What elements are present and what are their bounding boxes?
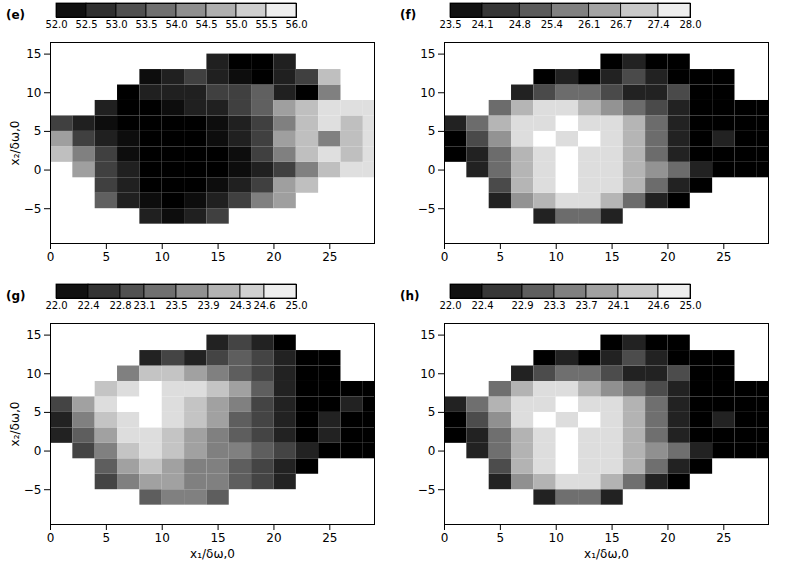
svg-text:52.0: 52.0 bbox=[45, 19, 67, 30]
svg-text:−5: −5 bbox=[24, 483, 42, 497]
svg-text:23.5: 23.5 bbox=[439, 19, 461, 30]
svg-text:26.1: 26.1 bbox=[578, 19, 600, 30]
svg-text:10: 10 bbox=[26, 367, 41, 381]
svg-text:0: 0 bbox=[47, 531, 55, 545]
svg-text:25.0: 25.0 bbox=[285, 300, 307, 311]
svg-text:−5: −5 bbox=[24, 202, 42, 216]
svg-text:23.3: 23.3 bbox=[543, 300, 565, 311]
svg-text:52.5: 52.5 bbox=[75, 19, 97, 30]
svg-text:x₁/δω,0: x₁/δω,0 bbox=[190, 547, 235, 561]
svg-text:x₂/δω,0: x₂/δω,0 bbox=[8, 121, 22, 166]
svg-text:0: 0 bbox=[428, 444, 436, 458]
svg-text:5: 5 bbox=[428, 405, 436, 419]
svg-text:0: 0 bbox=[441, 531, 449, 545]
svg-text:25: 25 bbox=[716, 531, 731, 545]
svg-text:0: 0 bbox=[47, 250, 55, 264]
svg-text:x₂/δω,0: x₂/δω,0 bbox=[8, 402, 22, 447]
svg-text:23.1: 23.1 bbox=[133, 300, 155, 311]
svg-text:5: 5 bbox=[34, 124, 42, 138]
html-text:(f): (f) bbox=[400, 8, 417, 22]
svg-text:23.9: 23.9 bbox=[197, 300, 219, 311]
svg-text:10: 10 bbox=[155, 531, 170, 545]
svg-text:10: 10 bbox=[549, 531, 564, 545]
svg-text:20: 20 bbox=[660, 531, 675, 545]
html-text:(g): (g) bbox=[6, 289, 26, 303]
svg-text:5: 5 bbox=[497, 531, 505, 545]
svg-text:10: 10 bbox=[549, 250, 564, 264]
svg-text:15: 15 bbox=[604, 250, 619, 264]
svg-text:53.5: 53.5 bbox=[135, 19, 157, 30]
svg-text:24.8: 24.8 bbox=[509, 19, 531, 30]
svg-text:5: 5 bbox=[34, 405, 42, 419]
svg-text:24.3: 24.3 bbox=[229, 300, 251, 311]
svg-text:5: 5 bbox=[497, 250, 505, 264]
svg-text:20: 20 bbox=[266, 531, 281, 545]
svg-text:10: 10 bbox=[155, 250, 170, 264]
svg-text:22.4: 22.4 bbox=[77, 300, 99, 311]
svg-text:0: 0 bbox=[34, 444, 42, 458]
svg-text:10: 10 bbox=[420, 86, 435, 100]
svg-text:27.4: 27.4 bbox=[647, 19, 669, 30]
svg-text:0: 0 bbox=[34, 163, 42, 177]
svg-text:22.9: 22.9 bbox=[511, 300, 533, 311]
svg-text:10: 10 bbox=[26, 86, 41, 100]
svg-text:0: 0 bbox=[441, 250, 449, 264]
html-text:(h): (h) bbox=[400, 289, 420, 303]
svg-text:−5: −5 bbox=[418, 483, 436, 497]
svg-text:25.0: 25.0 bbox=[679, 300, 701, 311]
svg-text:26.7: 26.7 bbox=[610, 19, 632, 30]
svg-text:22.0: 22.0 bbox=[45, 300, 67, 311]
svg-text:15: 15 bbox=[604, 531, 619, 545]
svg-text:23.5: 23.5 bbox=[165, 300, 187, 311]
svg-text:22.4: 22.4 bbox=[471, 300, 493, 311]
svg-text:22.0: 22.0 bbox=[439, 300, 461, 311]
svg-text:24.1: 24.1 bbox=[471, 19, 493, 30]
svg-text:25: 25 bbox=[322, 531, 337, 545]
svg-text:5: 5 bbox=[103, 250, 111, 264]
svg-text:56.0: 56.0 bbox=[285, 19, 307, 30]
svg-text:25: 25 bbox=[716, 250, 731, 264]
svg-text:25: 25 bbox=[322, 250, 337, 264]
svg-text:20: 20 bbox=[660, 250, 675, 264]
svg-text:15: 15 bbox=[420, 328, 435, 342]
svg-text:10: 10 bbox=[420, 367, 435, 381]
svg-text:5: 5 bbox=[428, 124, 436, 138]
svg-text:15: 15 bbox=[26, 47, 41, 61]
svg-text:22.8: 22.8 bbox=[109, 300, 131, 311]
svg-text:15: 15 bbox=[420, 47, 435, 61]
svg-text:−5: −5 bbox=[418, 202, 436, 216]
svg-text:24.6: 24.6 bbox=[253, 300, 275, 311]
svg-text:54.5: 54.5 bbox=[195, 19, 217, 30]
svg-text:15: 15 bbox=[26, 328, 41, 342]
svg-text:25.4: 25.4 bbox=[541, 19, 563, 30]
svg-text:24.1: 24.1 bbox=[607, 300, 629, 311]
svg-text:20: 20 bbox=[266, 250, 281, 264]
svg-text:55.0: 55.0 bbox=[225, 19, 247, 30]
svg-text:55.5: 55.5 bbox=[255, 19, 277, 30]
svg-text:28.0: 28.0 bbox=[679, 19, 701, 30]
svg-text:15: 15 bbox=[210, 250, 225, 264]
svg-text:15: 15 bbox=[210, 531, 225, 545]
svg-text:54.0: 54.0 bbox=[165, 19, 187, 30]
svg-text:x₁/δω,0: x₁/δω,0 bbox=[584, 547, 629, 561]
svg-text:53.0: 53.0 bbox=[105, 19, 127, 30]
svg-text:23.7: 23.7 bbox=[575, 300, 597, 311]
svg-text:0: 0 bbox=[428, 163, 436, 177]
html-text:(e): (e) bbox=[6, 8, 26, 22]
svg-text:5: 5 bbox=[103, 531, 111, 545]
svg-text:24.6: 24.6 bbox=[647, 300, 669, 311]
